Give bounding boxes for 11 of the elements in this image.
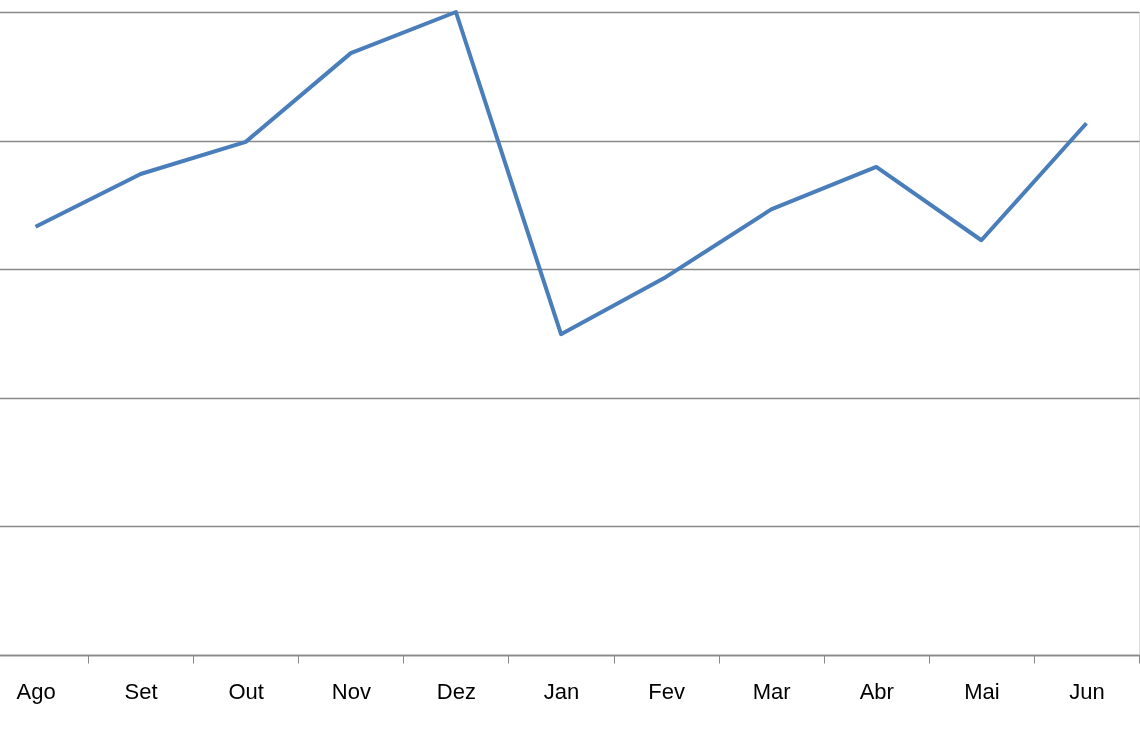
x-tick-label: Dez <box>436 678 476 704</box>
x-tick-label: Out <box>228 678 264 704</box>
x-tick-label: Jan <box>543 678 580 704</box>
x-tick-label: Fev <box>648 678 685 704</box>
x-tick-label: Mai <box>964 678 1000 704</box>
x-tick-label: Abr <box>859 678 894 704</box>
x-tick-label: Mar <box>752 678 791 704</box>
x-tick-label: Set <box>124 678 158 704</box>
x-tick-label: Nov <box>331 678 371 704</box>
x-tick-label: Ago <box>16 678 56 704</box>
x-tick-label: Jun <box>1069 678 1105 704</box>
